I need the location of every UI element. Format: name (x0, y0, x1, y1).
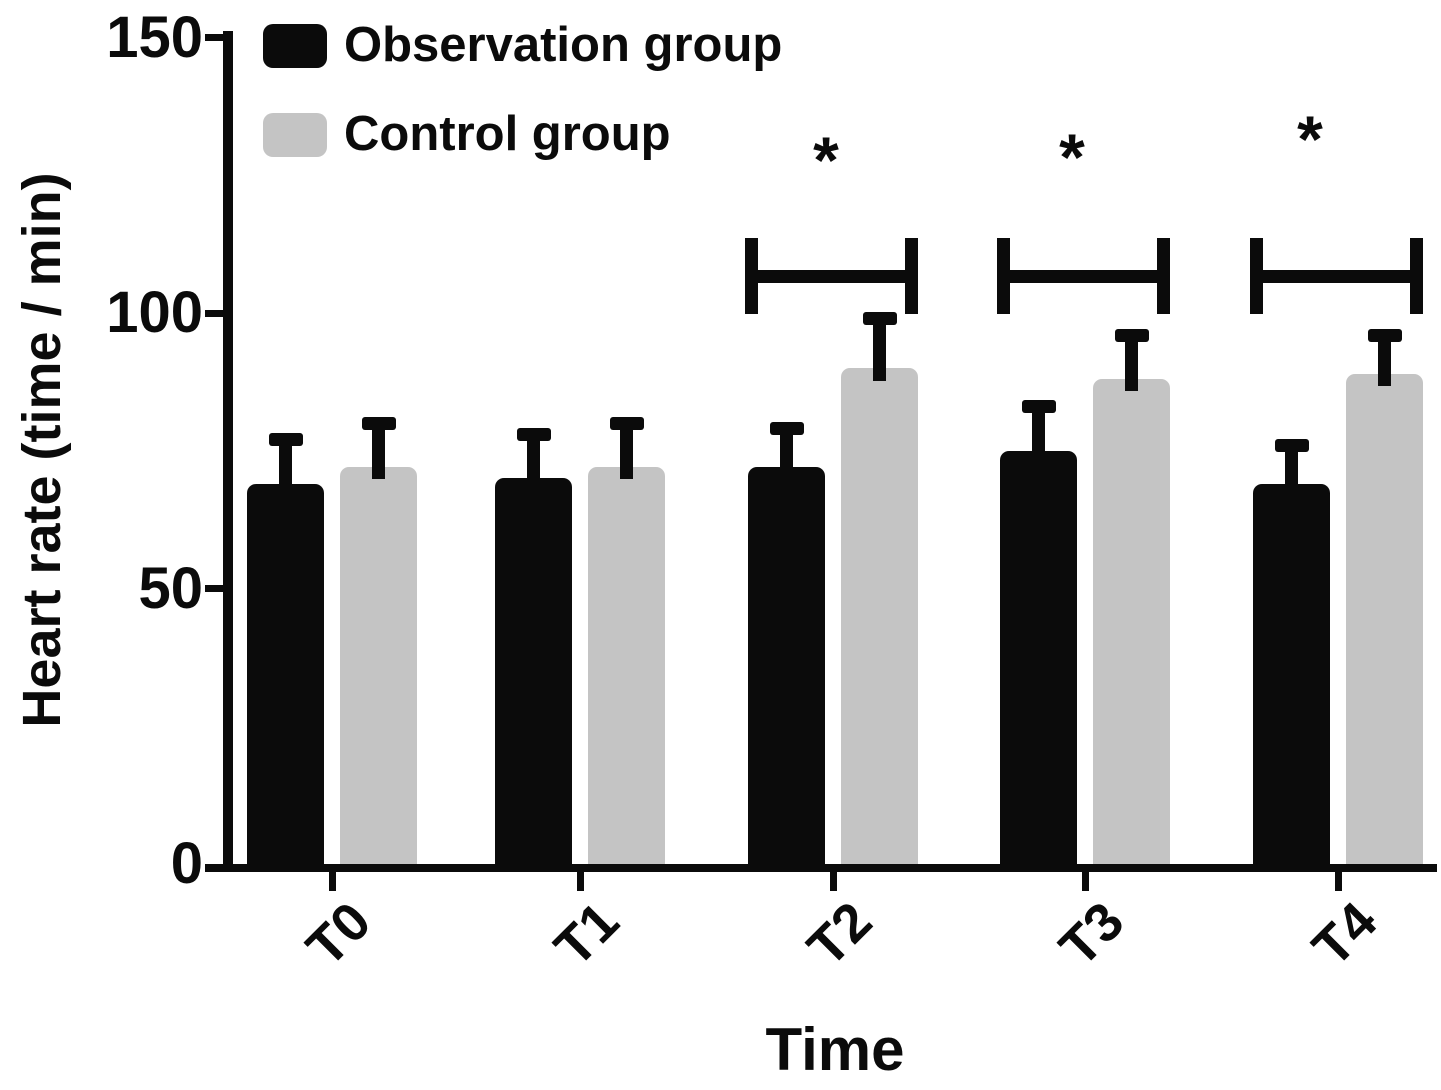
significance-star-t3: * (1059, 120, 1085, 194)
error-cap-observation-group-t1 (517, 428, 551, 441)
legend-item-control-group: Control group (263, 110, 782, 159)
significance-bracket-t2 (745, 270, 918, 283)
error-cap-control-group-t2 (863, 312, 897, 325)
bar-control-group-t1 (588, 467, 665, 870)
bar-control-group-t0 (340, 467, 417, 870)
x-category-label-t0: T0 (295, 890, 383, 978)
x-axis-title: Time (765, 1016, 905, 1083)
error-stem-control-group-t3 (1125, 335, 1138, 391)
error-cap-control-group-t1 (610, 417, 644, 430)
legend-swatch-0 (263, 23, 327, 68)
error-stem-observation-group-t2 (780, 429, 793, 480)
legend-label-observation-group: Observation group (344, 18, 783, 72)
bar-observation-group-t4 (1253, 484, 1330, 870)
x-tick-t4 (1335, 870, 1342, 891)
error-cap-observation-group-t0 (269, 433, 303, 446)
error-stem-control-group-t2 (873, 319, 886, 381)
bar-observation-group-t2 (748, 467, 825, 870)
y-axis-line (223, 31, 233, 872)
error-stem-observation-group-t4 (1285, 445, 1298, 496)
bar-observation-group-t3 (1000, 451, 1077, 870)
bar-observation-group-t0 (247, 484, 324, 870)
error-stem-observation-group-t1 (527, 434, 540, 490)
significance-bracket-right-cap-t3 (1157, 238, 1170, 314)
bar-observation-group-t1 (495, 478, 572, 870)
error-stem-control-group-t1 (620, 423, 633, 479)
legend-item-observation-group: Observation group (263, 21, 782, 70)
bar-control-group-t3 (1093, 379, 1170, 870)
significance-bracket-t4 (1250, 270, 1423, 283)
error-cap-observation-group-t4 (1275, 439, 1309, 452)
significance-star-t4: * (1297, 102, 1323, 176)
error-cap-observation-group-t3 (1022, 400, 1056, 413)
y-tick-50 (205, 585, 223, 592)
significance-bracket-right-cap-t2 (905, 238, 918, 314)
error-stem-observation-group-t3 (1032, 407, 1045, 463)
error-cap-control-group-t0 (362, 417, 396, 430)
x-category-label-t3: T3 (1048, 890, 1136, 978)
significance-bracket-right-cap-t4 (1410, 238, 1423, 314)
legend: Observation group Control group (263, 21, 782, 159)
error-cap-observation-group-t2 (770, 422, 804, 435)
x-category-label-t4: T4 (1301, 890, 1389, 978)
x-tick-t1 (577, 870, 584, 891)
y-tick-label-100: 100 (106, 280, 203, 345)
error-stem-control-group-t0 (372, 423, 385, 479)
y-tick-label-150: 150 (106, 5, 203, 70)
significance-bracket-left-cap-t3 (997, 238, 1010, 314)
x-tick-t2 (830, 870, 837, 891)
legend-label-control-group: Control group (344, 107, 671, 161)
bar-control-group-t2 (841, 368, 918, 870)
y-tick-label-50: 50 (138, 556, 203, 621)
legend-swatch-1 (263, 112, 327, 157)
y-tick-label-0: 0 (170, 831, 203, 896)
x-category-label-t1: T1 (543, 890, 631, 978)
y-tick-100 (205, 310, 223, 317)
significance-bracket-t3 (997, 270, 1170, 283)
significance-bracket-left-cap-t2 (745, 238, 758, 314)
significance-bracket-left-cap-t4 (1250, 238, 1263, 314)
y-tick-150 (205, 34, 223, 41)
error-stem-observation-group-t0 (279, 440, 292, 496)
significance-star-t2: * (813, 123, 839, 197)
y-axis-title: Heart rate (time / min) (12, 172, 72, 728)
error-cap-control-group-t4 (1368, 329, 1402, 342)
x-tick-t0 (329, 870, 336, 891)
x-tick-t3 (1082, 870, 1089, 891)
error-cap-control-group-t3 (1115, 329, 1149, 342)
bar-control-group-t4 (1346, 374, 1423, 870)
x-axis-line (205, 864, 1437, 872)
error-stem-control-group-t4 (1378, 335, 1391, 386)
